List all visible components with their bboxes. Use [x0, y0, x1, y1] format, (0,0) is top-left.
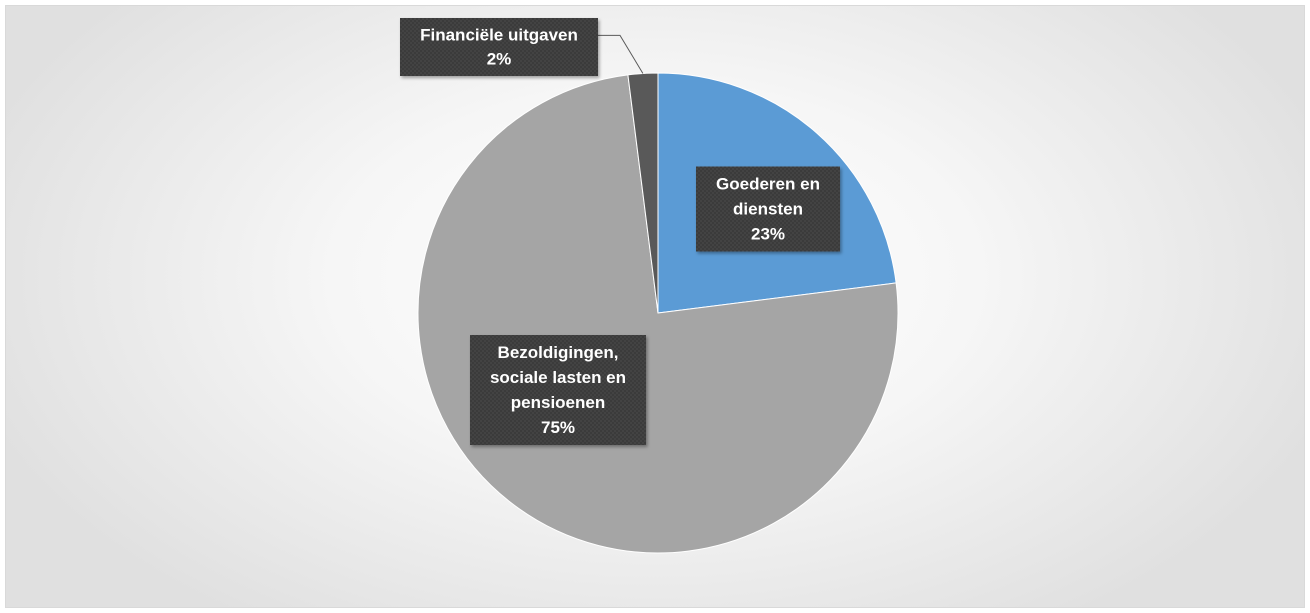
- chart-area: Goederen en diensten 23% Bezoldigingen, soci…: [5, 5, 1305, 608]
- leader-line: [598, 34, 644, 74]
- data-label-box-3: [400, 18, 598, 76]
- data-label-value-2: 75%: [541, 418, 575, 437]
- data-label-text-1: Goederen en: [716, 175, 820, 194]
- data-label-value-1: 23%: [751, 225, 785, 244]
- data-label-box-1: [696, 166, 840, 252]
- data-label-2: Bezoldigingen, sociale lasten en pensioene…: [470, 335, 646, 445]
- data-label-box-2: [470, 335, 646, 445]
- data-label-1: Goederen en diensten 23%: [696, 166, 840, 252]
- pie-chart: Goederen en diensten 23% Bezoldigingen, soci…: [400, 18, 899, 554]
- data-label-text-1: diensten: [733, 200, 803, 219]
- data-label-text-2: pensioenen: [511, 393, 605, 412]
- data-label-value-3: 2%: [487, 50, 512, 69]
- data-label-text-3: Financiële uitgaven: [420, 26, 578, 45]
- data-label-text-2: Bezoldigingen,: [498, 343, 619, 362]
- data-label-text-2: sociale lasten en: [490, 368, 626, 387]
- data-label-3: Financiële uitgaven 2%: [400, 18, 598, 76]
